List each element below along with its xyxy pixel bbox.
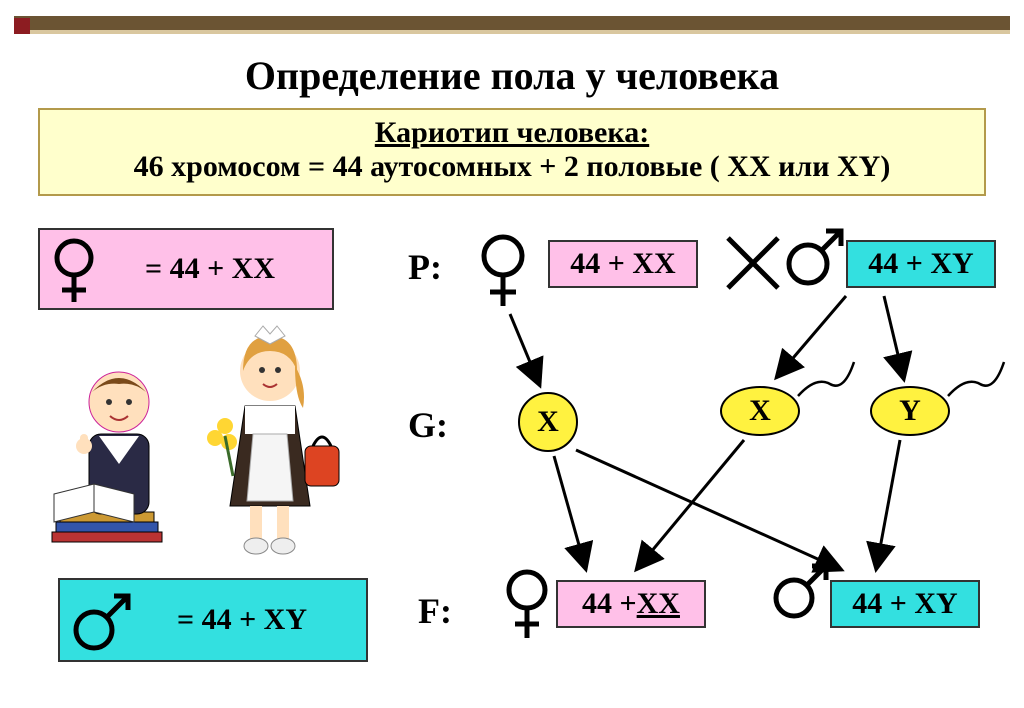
subtitle-line1: Кариотип человека:	[52, 116, 972, 150]
sperm-y-gamete: Y	[870, 386, 950, 436]
p-male-karyotype: 44 + ХY	[846, 240, 996, 288]
sperm-y-label: Y	[899, 394, 921, 428]
male-legend-box: = 44 + ХY	[58, 578, 368, 662]
p-label: P:	[408, 246, 442, 288]
subtitle-line2: 46 хромосом = 44 аутосомных + 2 половые …	[52, 150, 972, 184]
f-female-xx: ХХ	[637, 587, 680, 621]
top-border	[14, 16, 1010, 38]
sperm-x-label: X	[749, 394, 771, 428]
top-square	[14, 18, 30, 34]
sperm-x-tail	[796, 358, 858, 400]
female-legend-box: = 44 + ХХ	[38, 228, 334, 310]
page-title: Определение пола у человека	[0, 52, 1024, 99]
female-legend-text: = 44 + ХХ	[145, 252, 275, 286]
p-female-text: 44 + ХХ	[570, 247, 675, 281]
f-label: F:	[418, 590, 452, 632]
g-label: G:	[408, 404, 448, 446]
male-legend-text: = 44 + ХY	[177, 603, 307, 637]
p-male-text: 44 + ХY	[868, 247, 973, 281]
f-male-symbol-icon	[772, 562, 830, 620]
sperm-x-gamete: X	[720, 386, 800, 436]
f-male-karyotype: 44 + ХY	[830, 580, 980, 628]
egg-label: X	[537, 405, 559, 439]
girl-illustration	[195, 316, 345, 558]
male-symbol-icon	[70, 590, 134, 654]
f-female-prefix: 44 +	[582, 587, 637, 621]
cross-symbol-icon	[722, 232, 784, 294]
female-symbol-icon	[48, 236, 100, 306]
sperm-y-tail	[946, 358, 1008, 400]
p-female-symbol-icon	[474, 232, 532, 310]
f-female-symbol-icon	[500, 568, 554, 642]
top-bar-dark	[14, 16, 1010, 30]
f-female-karyotype: 44 + ХХ	[556, 580, 706, 628]
subtitle-box: Кариотип человека: 46 хромосом = 44 ауто…	[38, 108, 986, 196]
p-female-karyotype: 44 + ХХ	[548, 240, 698, 288]
p-male-symbol-icon	[784, 226, 846, 288]
top-bar-light	[14, 30, 1010, 34]
boy-illustration	[44, 354, 194, 564]
egg-gamete: X	[518, 392, 578, 452]
f-male-text: 44 + ХY	[852, 587, 957, 621]
